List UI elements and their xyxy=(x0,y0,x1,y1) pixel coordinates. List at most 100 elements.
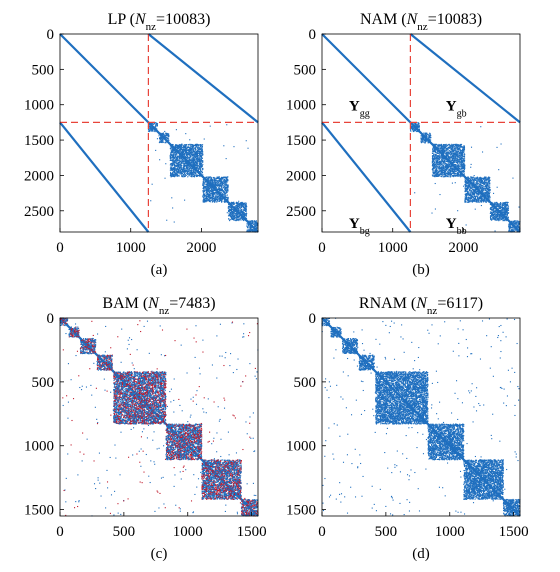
nonzero-point xyxy=(196,151,197,152)
nonzero-point xyxy=(181,149,182,150)
nonzero-point xyxy=(199,176,200,177)
nonzero-point xyxy=(189,150,190,151)
nonzero-point xyxy=(189,158,190,159)
nonzero-point xyxy=(199,157,200,158)
nonzero-point xyxy=(197,150,198,151)
nonzero-point xyxy=(183,174,184,175)
nonzero-point xyxy=(185,169,186,170)
nonzero-point xyxy=(187,161,188,162)
nonzero-point xyxy=(157,125,158,126)
nonzero-point xyxy=(179,176,180,177)
nonzero-point xyxy=(180,152,181,153)
nonzero-point xyxy=(186,166,187,167)
nonzero-point xyxy=(189,151,190,152)
nonzero-point xyxy=(176,152,177,153)
nonzero-point xyxy=(172,156,173,157)
nonzero-point xyxy=(192,163,193,164)
nonzero-point xyxy=(195,156,196,157)
nonzero-point xyxy=(150,123,151,124)
nonzero-point xyxy=(189,155,190,156)
nonzero-point xyxy=(193,149,194,150)
nonzero-point xyxy=(153,131,154,132)
nonzero-point xyxy=(188,157,189,158)
nonzero-point xyxy=(186,145,187,146)
nonzero-point xyxy=(193,174,194,175)
nonzero-point xyxy=(195,154,196,155)
nonzero-point xyxy=(194,160,195,161)
nonzero-point xyxy=(186,154,187,155)
nonzero-point xyxy=(153,128,154,129)
nonzero-point xyxy=(188,144,189,145)
nonzero-point xyxy=(152,129,153,130)
nonzero-point xyxy=(197,161,198,162)
nonzero-point xyxy=(179,156,180,157)
nonzero-point xyxy=(156,123,157,124)
nonzero-point xyxy=(179,158,180,159)
nonzero-point xyxy=(198,155,199,156)
nonzero-point xyxy=(182,169,183,170)
nonzero-point xyxy=(164,137,165,138)
nonzero-point xyxy=(176,168,177,169)
nonzero-point xyxy=(177,160,178,161)
nonzero-point xyxy=(198,169,199,170)
nonzero-point xyxy=(150,129,151,130)
nonzero-point xyxy=(178,156,179,157)
nonzero-point xyxy=(175,159,176,160)
nonzero-point xyxy=(179,144,180,145)
nonzero-point xyxy=(197,172,198,173)
nonzero-point xyxy=(172,148,173,149)
nonzero-point xyxy=(179,155,180,156)
nonzero-point xyxy=(191,159,192,160)
nonzero-point xyxy=(170,148,171,149)
nonzero-point xyxy=(165,138,166,139)
nonzero-point xyxy=(180,170,181,171)
nonzero-point xyxy=(202,164,203,165)
nonzero-point xyxy=(187,157,188,158)
nonzero-point xyxy=(159,133,160,134)
nonzero-point xyxy=(174,160,175,161)
nonzero-point xyxy=(181,173,182,174)
nonzero-point xyxy=(186,164,187,165)
nonzero-point xyxy=(175,150,176,151)
nonzero-point xyxy=(201,146,202,147)
nonzero-point xyxy=(180,147,181,148)
nonzero-point xyxy=(199,151,200,152)
nonzero-point xyxy=(180,164,181,165)
nonzero-point xyxy=(174,171,175,172)
nonzero-point xyxy=(202,144,203,145)
nonzero-point xyxy=(170,175,171,176)
nonzero-point xyxy=(197,154,198,155)
nonzero-point xyxy=(180,171,181,172)
nonzero-point xyxy=(168,140,169,141)
nonzero-point xyxy=(162,140,163,141)
nonzero-point xyxy=(171,149,172,150)
nonzero-point xyxy=(161,142,162,143)
nonzero-point xyxy=(174,164,175,165)
nonzero-point xyxy=(180,158,181,159)
nonzero-point xyxy=(194,150,195,151)
nonzero-point xyxy=(166,135,167,136)
nonzero-point xyxy=(177,156,178,157)
nonzero-point xyxy=(189,173,190,174)
nonzero-point xyxy=(172,155,173,156)
nonzero-point xyxy=(201,176,202,177)
nonzero-point xyxy=(181,144,182,145)
nonzero-point xyxy=(168,133,169,134)
nonzero-point xyxy=(155,125,156,126)
nonzero-point xyxy=(171,175,172,176)
nonzero-point xyxy=(178,166,179,167)
nonzero-point xyxy=(185,145,186,146)
nonzero-point xyxy=(202,169,203,170)
nonzero-point xyxy=(189,170,190,171)
nonzero-point xyxy=(178,172,179,173)
nonzero-point xyxy=(159,141,160,142)
nonzero-point xyxy=(202,162,203,163)
nonzero-point xyxy=(194,145,195,146)
nonzero-point xyxy=(153,124,154,125)
nonzero-point xyxy=(199,158,200,159)
nonzero-point xyxy=(192,152,193,153)
nonzero-point xyxy=(165,142,166,143)
nonzero-point xyxy=(202,168,203,169)
nonzero-point xyxy=(187,176,188,177)
nonzero-point xyxy=(175,153,176,154)
